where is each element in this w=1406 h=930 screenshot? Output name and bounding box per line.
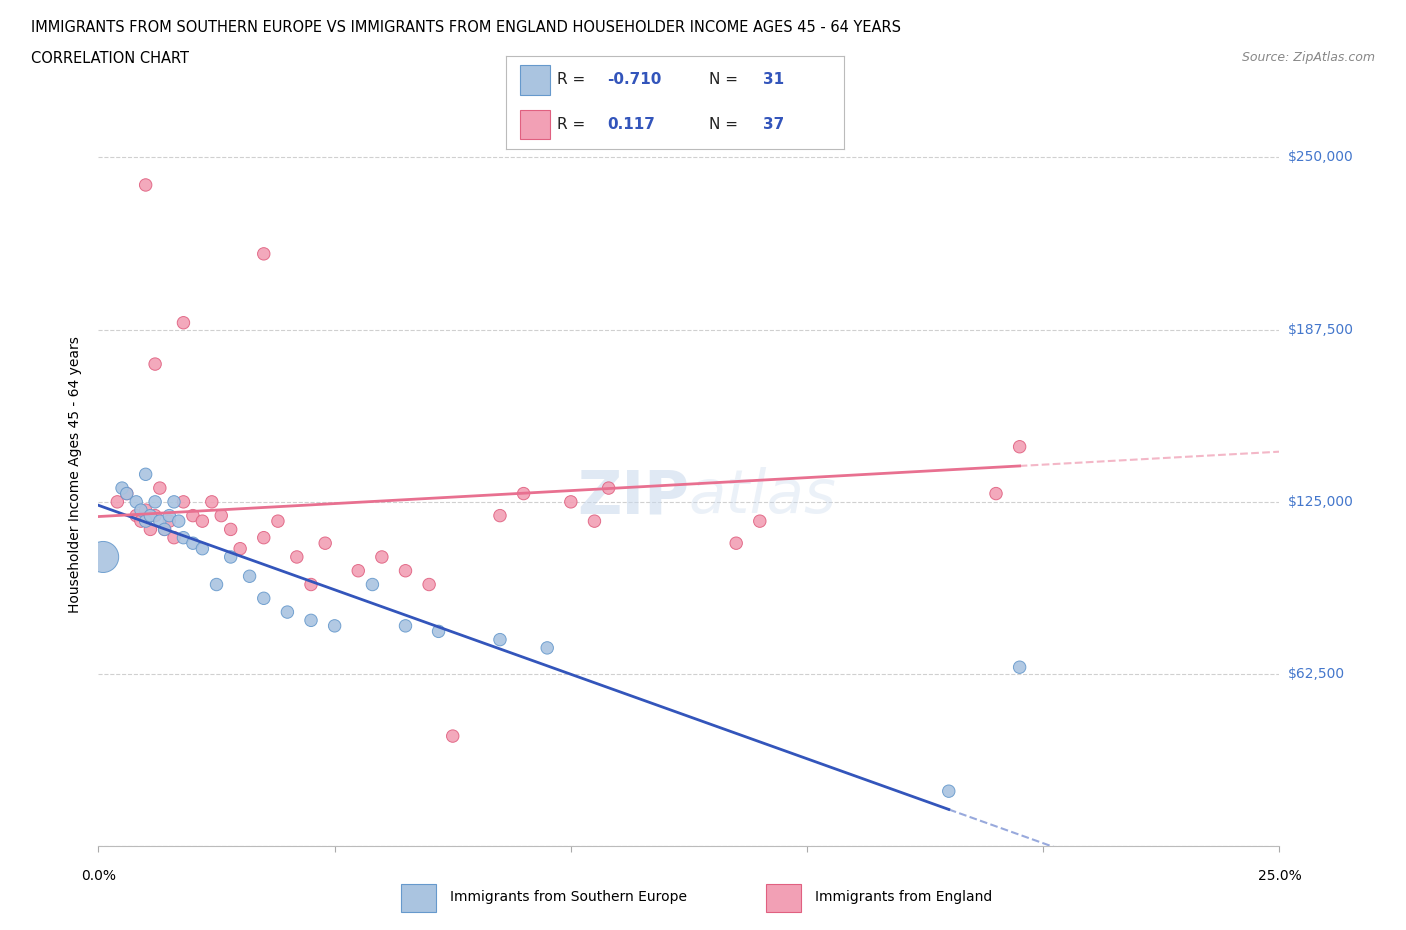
Point <box>984 486 1007 501</box>
Point <box>143 356 166 371</box>
Point <box>209 508 232 523</box>
Point <box>172 495 194 510</box>
Point <box>135 503 157 518</box>
Point <box>371 550 394 565</box>
Point <box>938 784 960 799</box>
Text: $62,500: $62,500 <box>1288 667 1346 681</box>
Text: atlas: atlas <box>689 467 837 526</box>
Text: R =: R = <box>557 73 591 87</box>
Text: Source: ZipAtlas.com: Source: ZipAtlas.com <box>1241 51 1375 64</box>
Point <box>394 618 416 633</box>
Point <box>276 604 298 619</box>
Text: N =: N = <box>709 73 742 87</box>
Text: $250,000: $250,000 <box>1288 151 1354 165</box>
Point <box>1008 659 1031 674</box>
Point <box>361 578 384 592</box>
Point <box>253 591 276 605</box>
Point <box>441 728 464 743</box>
Point <box>229 541 252 556</box>
Point <box>267 513 290 528</box>
Point <box>157 513 180 528</box>
Point <box>598 481 620 496</box>
Point <box>253 246 276 261</box>
Point <box>172 530 194 545</box>
Point <box>219 522 242 537</box>
Point <box>105 495 128 510</box>
Point <box>167 513 190 528</box>
Text: IMMIGRANTS FROM SOUTHERN EUROPE VS IMMIGRANTS FROM ENGLAND HOUSEHOLDER INCOME AG: IMMIGRANTS FROM SOUTHERN EUROPE VS IMMIG… <box>31 20 901 35</box>
Point <box>239 569 262 584</box>
Point <box>253 530 276 545</box>
Point <box>323 618 346 633</box>
FancyBboxPatch shape <box>766 884 801 912</box>
Text: $125,000: $125,000 <box>1288 495 1354 509</box>
Point <box>536 641 558 656</box>
Point <box>125 495 148 510</box>
Text: -0.710: -0.710 <box>607 73 662 87</box>
Point <box>748 513 770 528</box>
Point <box>1008 439 1031 454</box>
Point <box>135 513 157 528</box>
FancyBboxPatch shape <box>520 65 550 95</box>
Text: $187,500: $187,500 <box>1288 323 1354 337</box>
Point <box>489 508 512 523</box>
Point <box>163 530 186 545</box>
Point <box>129 513 152 528</box>
Text: 37: 37 <box>762 117 785 132</box>
Point <box>163 495 186 510</box>
Text: 0.0%: 0.0% <box>82 869 115 883</box>
Point <box>143 508 166 523</box>
Point <box>427 624 450 639</box>
Point <box>418 578 440 592</box>
Point <box>111 481 134 496</box>
Point <box>181 508 204 523</box>
Point <box>129 503 152 518</box>
Point <box>314 536 336 551</box>
Point <box>191 513 214 528</box>
Point <box>115 486 138 501</box>
Point <box>139 522 162 537</box>
Text: 25.0%: 25.0% <box>1257 869 1302 883</box>
Point <box>347 564 370 578</box>
Point <box>191 541 214 556</box>
Point <box>115 486 138 501</box>
Point <box>205 578 228 592</box>
Point <box>201 495 224 510</box>
Text: ZIP: ZIP <box>576 467 689 526</box>
Point <box>512 486 534 501</box>
Text: 31: 31 <box>762 73 783 87</box>
Point <box>285 550 308 565</box>
Point <box>91 550 114 565</box>
Point <box>489 632 512 647</box>
Point <box>139 508 162 523</box>
Point <box>299 578 322 592</box>
Y-axis label: Householder Income Ages 45 - 64 years: Householder Income Ages 45 - 64 years <box>69 336 83 613</box>
Text: 0.117: 0.117 <box>607 117 655 132</box>
Point <box>560 495 582 510</box>
Point <box>135 178 157 193</box>
Point <box>143 495 166 510</box>
Point <box>149 481 172 496</box>
Point <box>135 467 157 482</box>
Text: Immigrants from England: Immigrants from England <box>815 890 993 905</box>
Point <box>725 536 748 551</box>
Text: N =: N = <box>709 117 742 132</box>
Point <box>153 522 176 537</box>
FancyBboxPatch shape <box>520 110 550 140</box>
Text: R =: R = <box>557 117 591 132</box>
Point <box>219 550 242 565</box>
Point <box>153 522 176 537</box>
Point <box>583 513 606 528</box>
Text: CORRELATION CHART: CORRELATION CHART <box>31 51 188 66</box>
Point <box>394 564 416 578</box>
Point <box>172 315 194 330</box>
Point <box>125 508 148 523</box>
FancyBboxPatch shape <box>401 884 436 912</box>
Point <box>157 508 180 523</box>
Point <box>299 613 322 628</box>
Point <box>181 536 204 551</box>
Text: Immigrants from Southern Europe: Immigrants from Southern Europe <box>450 890 688 905</box>
Point <box>149 513 172 528</box>
